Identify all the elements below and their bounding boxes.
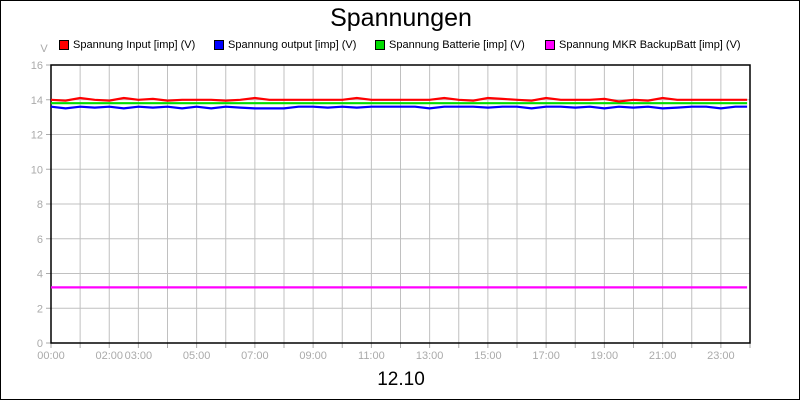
x-tick-label: 17:00 — [532, 350, 560, 362]
legend-swatch — [59, 40, 69, 50]
legend-swatch — [214, 40, 224, 50]
y-tick-label: 12 — [31, 130, 43, 142]
x-axis-caption: 12.10 — [377, 369, 425, 390]
y-tick-label: 6 — [37, 234, 43, 246]
y-tick-label: 2 — [37, 303, 43, 315]
x-tick-label: 19:00 — [591, 350, 619, 362]
chart-title: Spannungen — [330, 4, 472, 32]
legend-item-output: Spannung output [imp] (V) — [214, 39, 356, 51]
series-line-0 — [50, 96, 748, 103]
plot-border — [50, 64, 751, 344]
legend-label: Spannung output [imp] (V) — [228, 39, 357, 51]
x-tick-label: 02:00 — [95, 350, 123, 362]
x-tick-label: 05:00 — [183, 350, 211, 362]
series-line-1 — [50, 105, 748, 110]
x-tick-label: 13:00 — [416, 350, 444, 362]
legend-item-input: Spannung Input [imp] (V) — [59, 39, 195, 51]
x-tick-label: 03:00 — [125, 350, 153, 362]
y-tick-label: 4 — [37, 269, 43, 281]
x-tick-label: 09:00 — [299, 350, 327, 362]
legend-label: Spannung Input [imp] (V) — [73, 39, 196, 51]
legend: Spannung Input [imp] (V) Spannung output… — [1, 39, 799, 53]
x-tick-label: 21:00 — [649, 350, 677, 362]
y-tick-label: 10 — [31, 164, 43, 176]
legend-label: Spannung MKR BackupBatt [imp] (V) — [559, 39, 741, 51]
legend-item-backupbatt: Spannung MKR BackupBatt [imp] (V) — [545, 39, 741, 51]
x-tick-label: 11:00 — [358, 350, 385, 362]
y-tick-label: 16 — [31, 60, 43, 72]
x-tick-label: 00:00 — [37, 350, 65, 362]
legend-item-batterie: Spannung Batterie [imp] (V) — [375, 39, 525, 51]
x-tick-label: 07:00 — [241, 350, 269, 362]
y-tick-label: 8 — [37, 199, 43, 211]
legend-swatch — [375, 40, 385, 50]
legend-label: Spannung Batterie [imp] (V) — [389, 39, 525, 51]
y-axis-unit: V — [40, 43, 48, 55]
x-tick-label: 23:00 — [707, 350, 735, 362]
x-tick-label: 15:00 — [474, 350, 502, 362]
y-tick-label: 14 — [31, 95, 43, 107]
y-tick-label: 0 — [37, 338, 43, 350]
legend-swatch — [545, 40, 555, 50]
